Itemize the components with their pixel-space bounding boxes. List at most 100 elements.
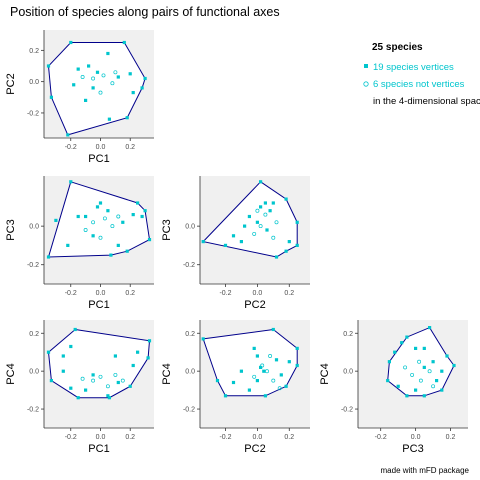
vertex-point bbox=[428, 326, 432, 330]
vertex-point bbox=[76, 67, 80, 71]
vertex-point bbox=[386, 379, 390, 383]
panel-pc1-pc2: -0.2 0.0 0.2 -0.2 0.0 0.2 PC1 PC2 bbox=[5, 30, 154, 165]
vertex-point bbox=[140, 214, 144, 219]
x-tick-label: 0.0 bbox=[253, 290, 263, 297]
x-tick-label: 0.2 bbox=[125, 434, 135, 441]
y-tick-label: 0.0 bbox=[29, 224, 39, 231]
vertex-point bbox=[143, 209, 147, 213]
vertex-point bbox=[295, 220, 299, 224]
y-tick-label: 0.2 bbox=[29, 48, 39, 55]
x-axis-title: PC1 bbox=[88, 443, 109, 455]
vertex-point bbox=[295, 346, 299, 350]
panel-pc1-pc3: -0.2 0.0 0.2 -0.2 0.0 PC1 PC3 bbox=[5, 176, 154, 311]
nonvertex-point bbox=[271, 235, 276, 240]
vertex-point bbox=[268, 209, 272, 213]
y-tick-label: 0.2 bbox=[185, 331, 195, 338]
vertex-point bbox=[91, 234, 95, 238]
y-axis-title: PC3 bbox=[161, 219, 173, 240]
vertex-point bbox=[125, 249, 129, 253]
vertex-point bbox=[116, 243, 120, 247]
y-tick-label: 0.2 bbox=[29, 331, 39, 338]
nonvertex-point bbox=[418, 378, 423, 383]
vertex-point bbox=[91, 86, 95, 90]
nonvertex-point bbox=[255, 208, 260, 213]
y-tick-label: -0.2 bbox=[341, 407, 353, 414]
vertex-point bbox=[84, 98, 88, 102]
y-tick-label: 0.0 bbox=[185, 369, 195, 376]
vertex-point bbox=[116, 380, 120, 385]
x-tick-label: 0.0 bbox=[96, 434, 106, 441]
vertex-point bbox=[265, 228, 269, 232]
vertex-point bbox=[131, 213, 135, 217]
vertex-point bbox=[255, 354, 259, 358]
vertex-point bbox=[287, 360, 291, 364]
vertex-point bbox=[76, 396, 80, 400]
vertex-point bbox=[239, 369, 243, 373]
legend-nonvertex-marker bbox=[363, 81, 369, 87]
vertex-point bbox=[263, 394, 267, 398]
vertex-point bbox=[46, 255, 51, 259]
vertex-point bbox=[414, 388, 418, 392]
y-axis-title: PC2 bbox=[5, 73, 17, 94]
vertex-point bbox=[136, 350, 140, 354]
x-tick-label: -0.2 bbox=[65, 144, 77, 151]
vertex-point bbox=[247, 388, 251, 392]
vertex-point bbox=[223, 243, 228, 247]
legend-count: 25 species bbox=[372, 42, 423, 53]
vertex-point bbox=[243, 224, 247, 228]
x-tick-label: 0.0 bbox=[96, 290, 106, 297]
nonvertex-point bbox=[265, 369, 269, 374]
vertex-point bbox=[252, 346, 256, 350]
vertex-point bbox=[146, 356, 150, 360]
y-axis-title: PC4 bbox=[319, 363, 331, 384]
nonvertex-point bbox=[417, 359, 422, 364]
vertex-point bbox=[287, 240, 291, 244]
nonvertex-point bbox=[113, 70, 118, 75]
nonvertex-point bbox=[252, 231, 257, 236]
nonvertex-point bbox=[120, 378, 125, 383]
nonvertex-point bbox=[263, 212, 268, 217]
nonvertex-point bbox=[277, 386, 282, 391]
vertex-point bbox=[414, 346, 418, 350]
vertex-point bbox=[107, 396, 111, 400]
vertex-point bbox=[140, 86, 144, 90]
vertex-point bbox=[422, 346, 426, 350]
vertex-point bbox=[95, 205, 100, 209]
vertex-point bbox=[452, 363, 456, 368]
vertex-point bbox=[49, 379, 53, 383]
vertex-point bbox=[262, 369, 266, 373]
vertex-point bbox=[121, 220, 125, 224]
vertex-point bbox=[231, 234, 236, 238]
panel-pc2-pc3: -0.2 0.0 0.2 -0.2 0.0 PC2 PC3 bbox=[161, 176, 310, 311]
vertex-point bbox=[295, 243, 299, 247]
vertex-point bbox=[259, 180, 263, 184]
legend: 25 species 19 species vertices 6 species… bbox=[363, 42, 480, 107]
vertex-point bbox=[422, 394, 426, 398]
vertex-point bbox=[107, 117, 111, 121]
legend-nonvertex-label: 6 species not vertices bbox=[373, 79, 465, 90]
vertex-point bbox=[422, 365, 426, 369]
nonvertex-point bbox=[110, 81, 115, 86]
x-tick-label: 0.0 bbox=[411, 434, 421, 441]
nonvertex-point bbox=[260, 363, 265, 368]
vertex-point bbox=[69, 344, 73, 349]
vertex-point bbox=[284, 384, 288, 388]
vertex-point bbox=[255, 379, 259, 383]
vertex-point bbox=[95, 70, 100, 74]
x-tick-label: 0.2 bbox=[284, 290, 294, 297]
nonvertex-point bbox=[80, 376, 85, 381]
nonvertex-point bbox=[113, 372, 118, 377]
y-tick-label: -0.2 bbox=[183, 407, 195, 414]
vertex-point bbox=[98, 201, 103, 205]
y-tick-label: -0.2 bbox=[27, 110, 39, 117]
vertex-point bbox=[440, 369, 444, 373]
nonvertex-point bbox=[410, 372, 415, 377]
panel-pc1-pc4: -0.2 0.0 0.2 -0.2 0.0 0.2 PC1 PC4 bbox=[5, 320, 154, 455]
nonvertex-point bbox=[268, 354, 273, 358]
y-axis-title: PC4 bbox=[161, 363, 173, 384]
nonvertex-point bbox=[80, 75, 85, 79]
vertex-point bbox=[69, 386, 73, 390]
vertex-point bbox=[147, 339, 152, 343]
x-tick-label: 0.0 bbox=[253, 434, 263, 441]
vertex-point bbox=[84, 214, 88, 219]
